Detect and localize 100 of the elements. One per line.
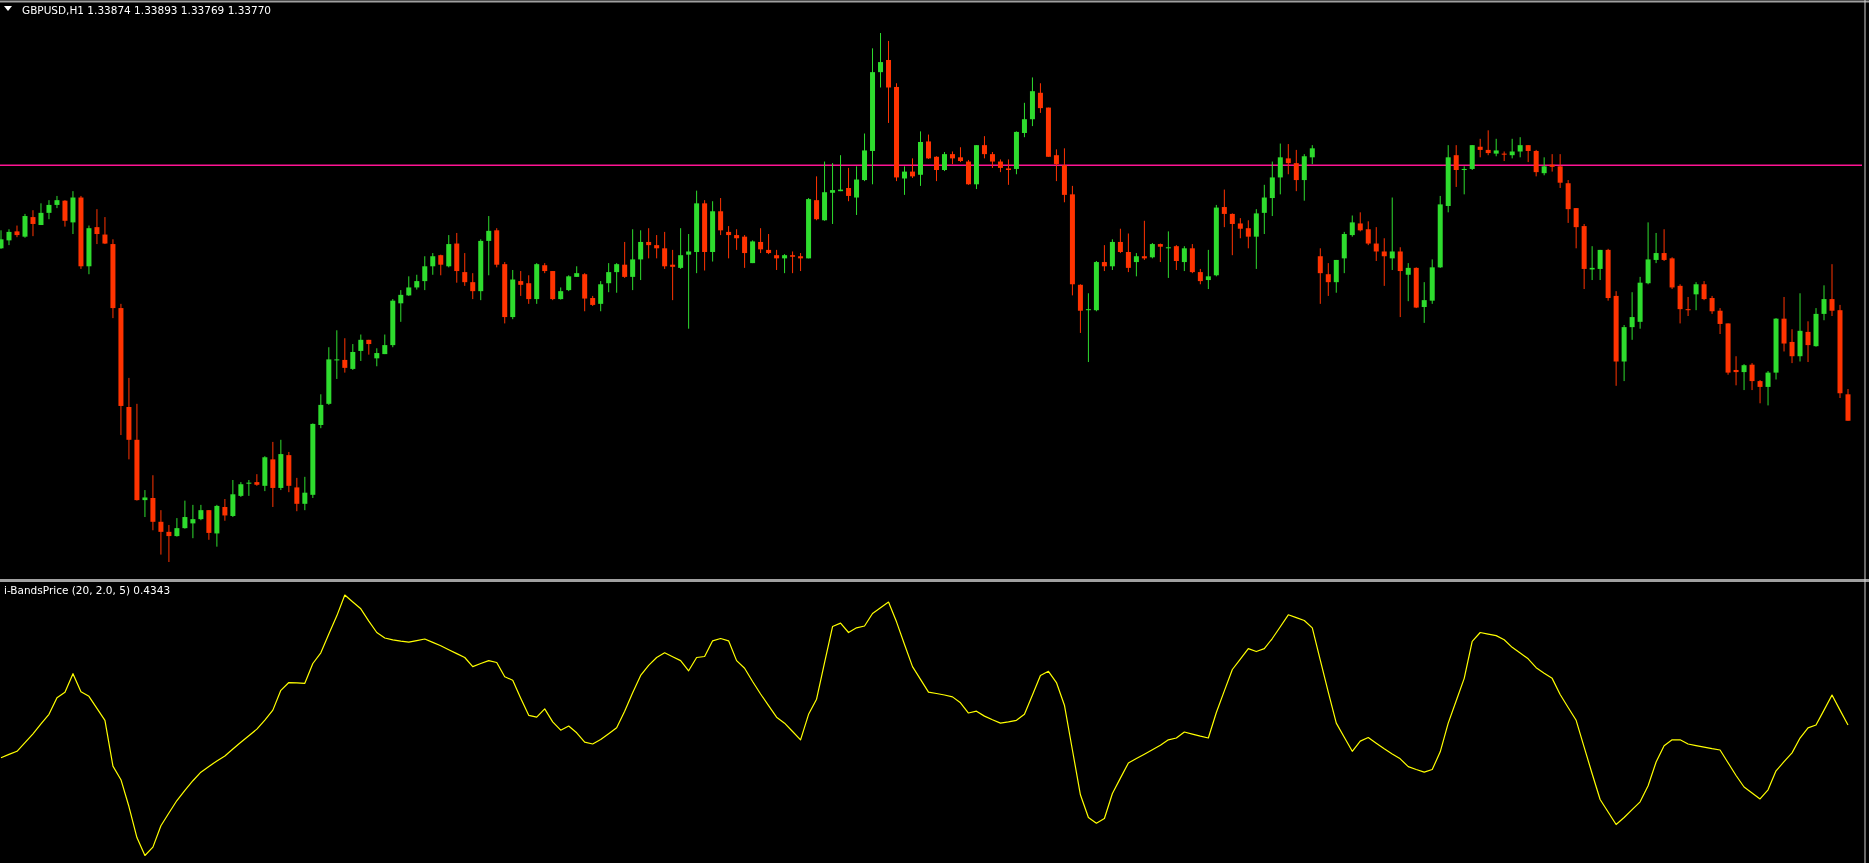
candlestick (358, 334, 364, 362)
candlestick (1333, 259, 1339, 294)
candlestick (1421, 281, 1427, 324)
candlestick (1389, 197, 1395, 271)
candlestick (1221, 189, 1227, 228)
candlestick (470, 272, 476, 300)
candlestick (638, 229, 644, 281)
candlestick (1253, 208, 1259, 270)
candlestick (726, 225, 732, 259)
candlestick (246, 479, 252, 497)
candlestick (614, 262, 620, 294)
candlestick (1381, 237, 1387, 287)
candlestick (1821, 284, 1827, 321)
candlestick (670, 249, 676, 301)
candlestick (606, 262, 612, 293)
candlestick (1101, 244, 1107, 272)
candlestick (1293, 149, 1299, 192)
candlestick (190, 504, 196, 539)
candlestick (1301, 153, 1307, 202)
candlestick (1349, 215, 1355, 238)
candlestick (1757, 379, 1763, 404)
candlestick (1261, 184, 1267, 235)
candlestick (1469, 144, 1475, 171)
candlestick (334, 329, 340, 380)
candlestick (1309, 144, 1315, 165)
candlestick (1125, 232, 1131, 273)
candlestick (1629, 291, 1635, 341)
candlestick (302, 476, 308, 511)
candlestick (22, 213, 28, 239)
candlestick (1405, 262, 1411, 302)
candlestick (6, 228, 12, 246)
candlestick (406, 275, 412, 297)
candlestick (1053, 148, 1059, 182)
candlestick (981, 135, 987, 159)
candlestick (814, 175, 820, 221)
candlestick (965, 159, 971, 186)
candlestick (854, 165, 860, 216)
candlestick (1509, 138, 1515, 159)
candlestick (1325, 262, 1331, 297)
candlestick (166, 524, 172, 563)
candlestick (1645, 221, 1651, 285)
candlestick (878, 32, 884, 88)
candlestick (1173, 244, 1179, 271)
candlestick (230, 479, 236, 518)
candlestick (758, 227, 764, 254)
candlestick (1701, 280, 1707, 301)
candlestick (1501, 151, 1507, 162)
candlestick (446, 234, 452, 268)
candlestick (294, 477, 300, 512)
candlestick (646, 227, 652, 259)
candlestick (526, 274, 532, 305)
candlestick (430, 252, 436, 276)
candlestick (678, 227, 684, 270)
candlestick (1181, 245, 1187, 272)
chart-title: GBPUSD,H1 1.33874 1.33893 1.33769 1.33770 (22, 4, 272, 16)
candlestick (254, 473, 260, 487)
candlestick (206, 509, 212, 541)
candlestick (654, 234, 660, 259)
candlestick (350, 343, 356, 371)
candlestick (1397, 246, 1403, 318)
candlestick (182, 500, 188, 530)
candlestick (222, 498, 228, 522)
candlestick (422, 255, 428, 291)
candlestick (1557, 153, 1563, 189)
candlestick (598, 280, 604, 312)
candlestick (774, 249, 780, 271)
chart-title: i-BandsPrice (20, 2.0, 5) 0.4343 (4, 584, 171, 596)
candlestick (54, 195, 60, 209)
candlestick (1453, 144, 1459, 188)
candlestick (1037, 82, 1043, 114)
candlestick (1765, 370, 1771, 406)
candlestick (1005, 158, 1011, 186)
candlestick (1805, 320, 1811, 363)
candlestick (1117, 228, 1123, 254)
candlestick (462, 252, 468, 287)
candlestick (742, 234, 748, 269)
candlestick (0, 229, 4, 250)
candlestick (1485, 129, 1491, 156)
candlestick (30, 209, 36, 237)
candlestick (102, 216, 108, 245)
candlestick (174, 517, 180, 538)
candlestick (486, 215, 492, 276)
candlestick (1789, 328, 1795, 364)
candlestick (830, 162, 836, 225)
candlestick (1269, 161, 1275, 217)
candlestick (718, 197, 724, 236)
candlestick (398, 289, 404, 323)
candlestick (1677, 283, 1683, 324)
candlestick (1237, 217, 1243, 239)
candlestick (150, 474, 156, 531)
candlestick (734, 228, 740, 251)
candlestick (1477, 138, 1483, 158)
candlestick (933, 155, 939, 182)
candlestick (1365, 220, 1371, 246)
candlestick (1165, 230, 1171, 279)
candlestick (342, 337, 348, 374)
candlestick (46, 199, 52, 220)
candlestick (686, 233, 692, 330)
candlestick (1245, 219, 1251, 249)
candlestick (1693, 281, 1699, 311)
